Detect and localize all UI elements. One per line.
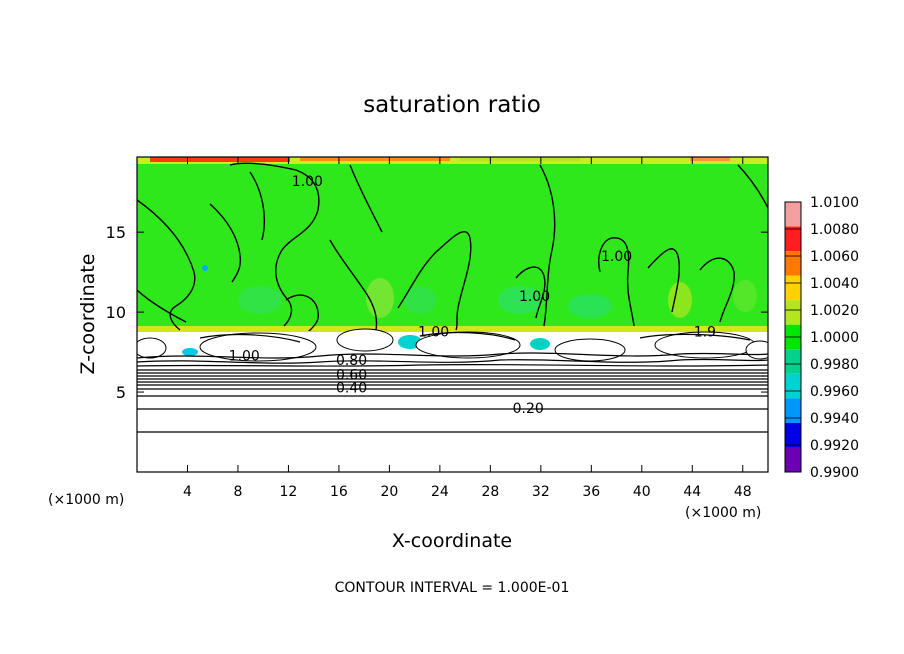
x-tick-label: 4 xyxy=(183,484,192,500)
x-unit-right: (×1000 m) xyxy=(685,505,761,521)
x-axis-ticks: 4 8 12 16 20 24 28 32 36 40 44 48 xyxy=(183,157,752,500)
contour-interval-note: CONTOUR INTERVAL = 1.000E-01 xyxy=(335,580,570,596)
x-tick-label: 32 xyxy=(532,484,550,500)
upper-contours xyxy=(137,162,768,331)
x-axis-label: X-coordinate xyxy=(392,530,512,552)
colorbar-label: 0.9920 xyxy=(810,438,859,454)
contour-label: 0.40 xyxy=(336,380,367,396)
colorbar-swatch xyxy=(785,398,801,423)
contour-label: 0.60 xyxy=(336,367,367,383)
colorbar-swatch xyxy=(785,226,801,252)
contour-label: 1.00 xyxy=(519,289,550,305)
x-unit-left: (×1000 m) xyxy=(48,492,124,508)
x-tick-label: 12 xyxy=(280,484,298,500)
y-tick-label: 10 xyxy=(106,303,126,322)
plot-area: 1.00 1.00 1.00 1.00 1.00 1.9 0.800.600.40 0.20 xyxy=(137,157,768,472)
x-tick-label: 36 xyxy=(582,484,600,500)
y-axis-ticks: 5 10 15 xyxy=(106,223,768,402)
contour-label: 0.80 xyxy=(336,353,367,369)
x-tick-label: 24 xyxy=(431,484,449,500)
colorbar-swatch xyxy=(785,373,801,399)
x-tick-label: 40 xyxy=(633,484,651,500)
colorbar-swatch xyxy=(785,447,801,472)
y-tick-label: 5 xyxy=(116,383,126,402)
colorbar-swatch xyxy=(785,422,801,448)
field-patches xyxy=(137,157,768,356)
colorbar-label: 1.0000 xyxy=(810,330,859,346)
colorbar-label: 0.9940 xyxy=(810,411,859,427)
x-tick-label: 20 xyxy=(380,484,398,500)
contour-label: 1.00 xyxy=(229,348,260,364)
contour-label: 1.00 xyxy=(418,324,449,340)
colorbar-label: 1.0040 xyxy=(810,276,859,292)
contour-label: 0.20 xyxy=(513,401,544,417)
x-tick-label: 28 xyxy=(481,484,499,500)
y-tick-label: 15 xyxy=(106,223,126,242)
chart-title: saturation ratio xyxy=(363,92,541,118)
colorbar-swatch xyxy=(785,251,801,276)
x-tick-label: 8 xyxy=(233,484,242,500)
contour-labels: 1.00 1.00 1.00 1.00 1.00 1.9 0.800.600.40 0.20 xyxy=(229,174,716,417)
colorbar-label: 0.9980 xyxy=(810,357,859,373)
contour-label: 1.9 xyxy=(694,324,716,340)
plot-frame xyxy=(136,156,769,473)
x-tick-label: 48 xyxy=(734,484,752,500)
colorbar-swatch xyxy=(785,202,801,227)
cloud-voids xyxy=(137,328,768,362)
colorbar-label: 1.0100 xyxy=(810,195,859,211)
colorbar: 1.0100 1.0080 1.0060 1.0040 1.0020 1.0000 0.99… xyxy=(784,195,859,481)
contour-label: 1.00 xyxy=(601,249,632,265)
contour-label: 1.00 xyxy=(292,174,323,190)
x-tick-label: 16 xyxy=(330,484,348,500)
colorbar-label: 1.0020 xyxy=(810,303,859,319)
colorbar-swatch xyxy=(785,349,801,374)
colorbar-label: 1.0060 xyxy=(810,249,859,265)
colorbar-swatch xyxy=(785,300,801,325)
transition-contours xyxy=(137,331,768,367)
colorbar-label: 0.9960 xyxy=(810,384,859,400)
x-tick-label: 44 xyxy=(683,484,701,500)
y-axis-label: Z-coordinate xyxy=(77,254,99,375)
colorbar-label: 0.9900 xyxy=(810,465,859,481)
colorbar-swatch xyxy=(785,275,801,301)
colorbar-label: 1.0080 xyxy=(810,222,859,238)
